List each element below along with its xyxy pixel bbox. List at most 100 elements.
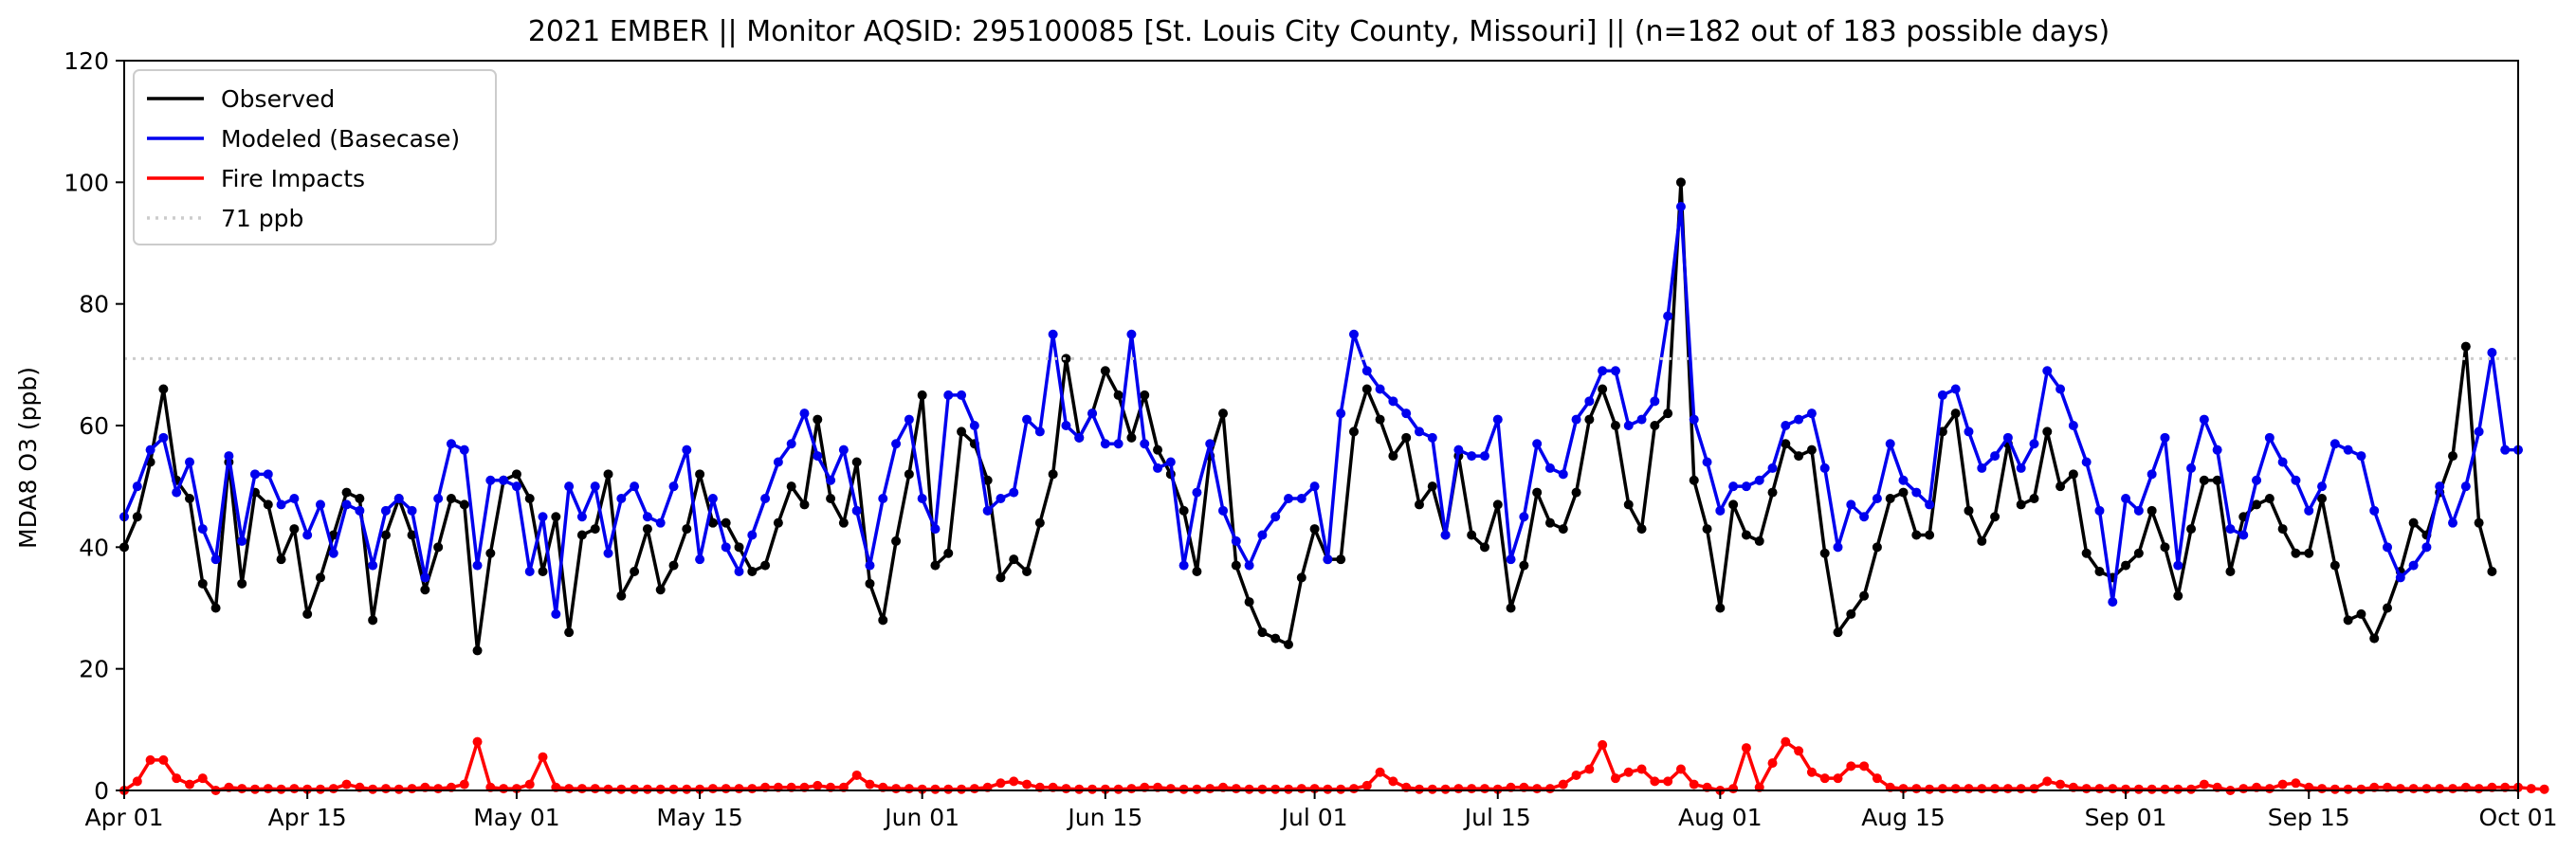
data-point-fire-impacts [277,785,286,794]
data-point-observed [2094,567,2104,576]
data-point-fire-impacts [2238,784,2248,793]
data-point-modeled-basecase [198,524,208,534]
data-point-fire-impacts [852,771,862,780]
x-tick-label: Aug 01 [1678,804,1763,831]
data-point-observed [1114,390,1124,400]
data-point-modeled-basecase [2356,451,2366,461]
data-point-fire-impacts [2042,776,2052,786]
data-point-fire-impacts [1284,785,1293,794]
data-point-modeled-basecase [943,390,953,400]
data-point-observed [1663,408,1672,418]
data-point-fire-impacts [1990,784,2000,793]
data-point-modeled-basecase [787,439,796,448]
data-point-observed [891,536,901,546]
data-point-modeled-basecase [1218,506,1228,516]
legend-label-observed: Observed [221,85,335,113]
data-point-fire-impacts [604,785,613,794]
data-point-fire-impacts [1964,784,1973,793]
data-point-fire-impacts [1938,784,1947,793]
data-point-observed [512,469,521,479]
data-point-fire-impacts [1911,784,1921,793]
data-point-fire-impacts [1637,765,1647,774]
data-point-fire-impacts [564,784,574,793]
data-point-observed [198,579,208,589]
data-point-fire-impacts [2317,784,2327,793]
data-point-fire-impacts [1232,784,1241,793]
data-point-observed [1715,604,1725,613]
data-point-fire-impacts [2278,780,2288,789]
data-point-observed [1257,627,1267,637]
data-point-modeled-basecase [1022,415,1032,425]
data-point-modeled-basecase [682,445,691,455]
data-point-fire-impacts [577,784,587,793]
data-point-modeled-basecase [630,481,639,491]
data-point-modeled-basecase [799,408,809,418]
data-point-modeled-basecase [930,524,940,534]
data-point-modeled-basecase [1572,415,1581,425]
data-point-observed [1990,512,2000,521]
data-point-modeled-basecase [539,512,548,521]
data-point-fire-impacts [499,784,508,793]
data-point-fire-impacts [1467,784,1476,793]
data-point-modeled-basecase [1297,494,1306,503]
data-point-modeled-basecase [2173,561,2183,571]
data-point-observed [1584,415,1594,425]
data-point-observed [1507,604,1516,613]
data-point-modeled-basecase [264,469,273,479]
data-point-modeled-basecase [342,499,352,509]
data-point-modeled-basecase [473,561,483,571]
data-point-modeled-basecase [1140,439,1149,448]
data-point-modeled-basecase [1794,415,1803,425]
data-point-observed [865,579,874,589]
data-point-modeled-basecase [2475,426,2484,436]
data-point-modeled-basecase [957,390,966,400]
data-point-modeled-basecase [591,481,600,491]
data-point-modeled-basecase [1611,366,1620,375]
data-point-modeled-basecase [1807,408,1817,418]
data-point-modeled-basecase [1049,330,1058,339]
data-point-observed [813,415,822,425]
data-point-observed [1101,366,1110,375]
data-point-fire-impacts [2003,784,2013,793]
data-point-fire-impacts [2409,784,2419,793]
data-point-modeled-basecase [983,506,993,516]
data-point-fire-impacts [1192,785,1201,794]
data-point-fire-impacts [1925,785,1934,794]
data-point-modeled-basecase [1559,469,1568,479]
data-point-observed [1061,354,1070,363]
data-point-modeled-basecase [408,506,417,516]
data-point-observed [1192,567,1201,576]
data-point-modeled-basecase [172,488,181,498]
data-point-fire-impacts [1297,784,1306,793]
data-point-fire-impacts [2396,784,2405,793]
y-tick-label: 100 [64,169,109,196]
data-point-modeled-basecase [826,476,835,485]
data-point-modeled-basecase [1349,330,1359,339]
x-tick-label: Sep 01 [2085,804,2167,831]
data-point-fire-impacts [2017,784,2026,793]
y-tick-label: 60 [79,412,109,440]
data-point-modeled-basecase [2383,542,2392,552]
data-point-observed [1362,385,1372,394]
data-point-observed [616,591,626,601]
data-point-observed [1728,499,1738,509]
data-point-modeled-basecase [1911,488,1921,498]
data-point-modeled-basecase [2147,469,2157,479]
data-point-modeled-basecase [2134,506,2144,516]
data-point-fire-impacts [1074,785,1084,794]
data-point-observed [1925,531,1934,540]
data-point-modeled-basecase [368,561,377,571]
data-point-modeled-basecase [1598,366,1607,375]
data-point-fire-impacts [1624,768,1634,777]
data-point-observed [878,615,887,625]
data-point-fire-impacts [656,785,666,794]
data-point-fire-impacts [2344,785,2353,794]
data-point-fire-impacts [1572,771,1581,780]
data-point-observed [577,531,587,540]
data-point-fire-impacts [2356,785,2366,794]
data-point-fire-impacts [682,785,691,794]
data-point-modeled-basecase [1742,481,1751,491]
data-point-modeled-basecase [2186,463,2196,473]
data-point-fire-impacts [1415,785,1424,794]
data-point-fire-impacts [2527,784,2536,793]
